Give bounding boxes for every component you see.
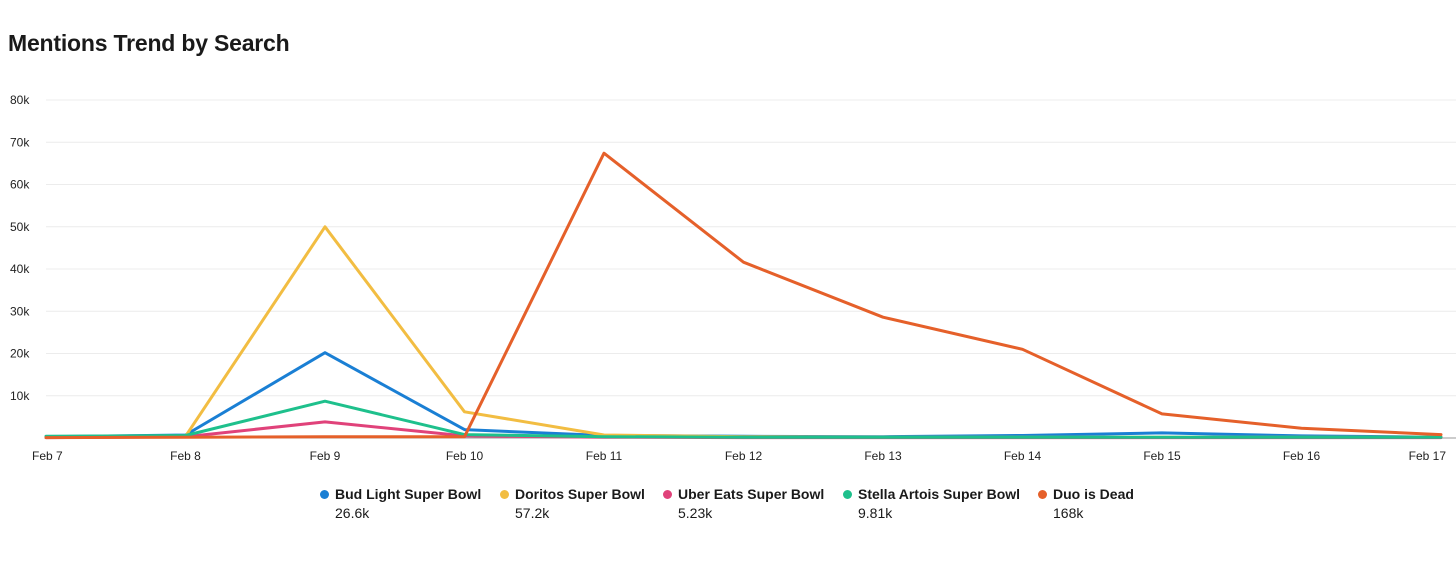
x-tick-label: Feb 14 (1004, 449, 1042, 463)
y-tick-label: 80k (10, 93, 30, 107)
line-chart-plot: 10k 20k 30k 40k 50k 60k 70k 80k Feb 7 Feb 8 Feb 9… (10, 93, 1456, 463)
legend-swatch-icon (843, 489, 852, 499)
x-tick-label: Feb 8 (170, 449, 201, 463)
x-tick-label: Feb 15 (1143, 449, 1181, 463)
legend-item-head: Bud Light Super Bowl (320, 486, 481, 502)
series-line-4 (44, 151, 1443, 440)
x-tick-label: Feb 12 (725, 449, 763, 463)
y-tick-label: 60k (10, 178, 30, 192)
series-line-0 (44, 351, 1443, 439)
legend-swatch-icon (663, 489, 672, 499)
legend-item-head: Uber Eats Super Bowl (663, 486, 824, 502)
legend-series-name: Uber Eats Super Bowl (678, 486, 825, 502)
grid-layer (46, 99, 1456, 439)
y-tick-label: 20k (10, 347, 30, 361)
x-tick-label: Feb 9 (310, 449, 341, 463)
legend-item-head: Duo is Dead (1038, 486, 1134, 502)
chart-title: Mentions Trend by Search (8, 30, 290, 56)
legend-item[interactable]: Stella Artois Super Bowl 9.81k (843, 486, 1020, 521)
legend: Bud Light Super Bowl 26.6k Doritos Super B… (0, 486, 1456, 526)
y-tick-label: 30k (10, 304, 30, 318)
legend-series-total: 26.6k (335, 505, 370, 521)
legend-series-total: 5.23k (678, 505, 713, 521)
x-tick-labels: Feb 7 Feb 8 Feb 9 Feb 10 Feb 11 Feb 12 Feb 13 F… (32, 449, 1446, 463)
x-tick-label: Feb 10 (446, 449, 484, 463)
legend-series-total: 9.81k (858, 505, 893, 521)
series-layer (44, 151, 1443, 440)
legend-item[interactable]: Doritos Super Bowl 57.2k (500, 486, 645, 521)
x-tick-label: Feb 17 (1409, 449, 1447, 463)
legend-series-total: 57.2k (515, 505, 550, 521)
x-tick-label: Feb 11 (586, 449, 623, 463)
x-tick-label: Feb 16 (1283, 449, 1321, 463)
y-tick-labels: 10k 20k 30k 40k 50k 60k 70k 80k (10, 93, 30, 403)
y-tick-label: 10k (10, 389, 30, 403)
legend-series-name: Bud Light Super Bowl (335, 486, 482, 502)
x-tick-label: Feb 13 (864, 449, 902, 463)
legend-series-name: Duo is Dead (1053, 486, 1134, 502)
y-tick-label: 40k (10, 262, 30, 276)
legend-item-head: Doritos Super Bowl (500, 486, 645, 502)
legend-item[interactable]: Uber Eats Super Bowl 5.23k (663, 486, 824, 521)
legend-series-name: Stella Artois Super Bowl (858, 486, 1021, 502)
legend-series-name: Doritos Super Bowl (515, 486, 645, 502)
legend-item[interactable]: Duo is Dead 168k (1038, 486, 1134, 521)
legend-item[interactable]: Bud Light Super Bowl 26.6k (320, 486, 481, 521)
series-line-3 (44, 399, 1443, 439)
legend-swatch-icon (500, 489, 509, 499)
legend-swatch-icon (320, 489, 329, 499)
legend-item-head: Stella Artois Super Bowl (843, 486, 1020, 502)
y-tick-label: 50k (10, 220, 30, 234)
y-tick-label: 70k (10, 135, 30, 149)
x-tick-label: Feb 7 (32, 449, 63, 463)
legend-series-total: 168k (1053, 505, 1084, 521)
series-line-1 (44, 225, 1443, 439)
legend-swatch-icon (1038, 489, 1047, 499)
